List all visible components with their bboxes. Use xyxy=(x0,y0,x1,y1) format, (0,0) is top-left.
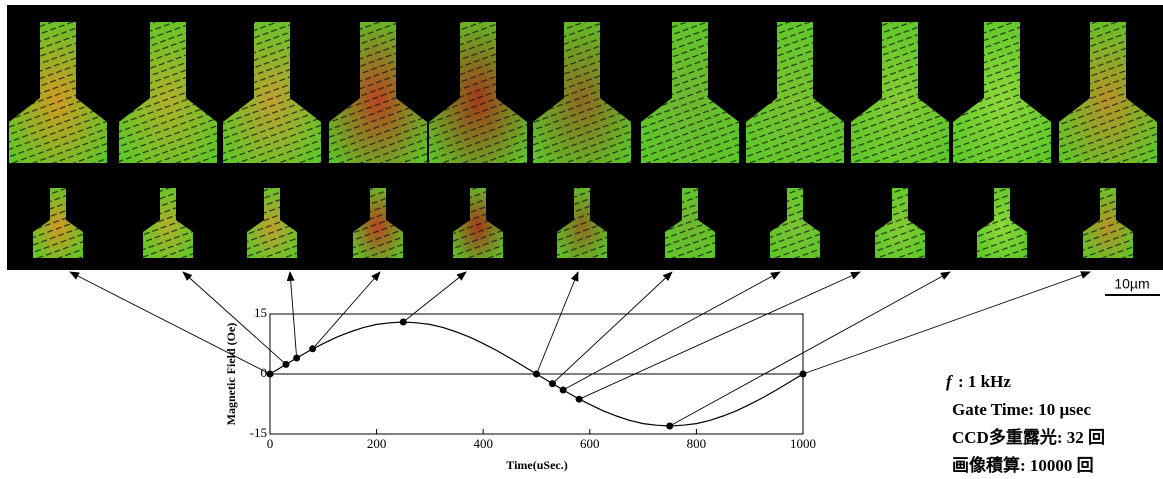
data-point xyxy=(666,422,674,430)
magnetization-texture xyxy=(851,22,949,163)
arrow xyxy=(69,271,271,375)
magnetization-texture xyxy=(1083,188,1133,258)
magnetization-texture xyxy=(223,22,321,163)
data-point xyxy=(399,318,407,326)
magnetization-texture xyxy=(1059,22,1157,163)
x-tick-label: 400 xyxy=(473,436,493,451)
magnetization-texture xyxy=(143,188,193,258)
arrow xyxy=(182,271,287,365)
arrow xyxy=(536,271,579,375)
arrow xyxy=(552,271,673,384)
x-tick-label: 800 xyxy=(687,436,707,451)
y-tick-label: 15 xyxy=(254,305,267,320)
magnetization-texture xyxy=(533,22,631,163)
f-value: : 1 kHz xyxy=(958,372,1011,391)
magnetization-texture xyxy=(353,188,403,258)
magnetization-texture xyxy=(247,188,297,258)
arrow xyxy=(562,271,781,391)
data-point xyxy=(293,354,301,362)
ccd: CCD多重露光: 32 回 xyxy=(952,427,1105,447)
magnetization-texture xyxy=(746,22,844,163)
y-axis-label: Magnetic Field (Oe) xyxy=(224,323,238,426)
magnetization-texture xyxy=(770,188,820,258)
magnetization-texture xyxy=(453,188,503,258)
data-point xyxy=(799,370,807,378)
magnetization-texture xyxy=(329,22,427,163)
data-point xyxy=(266,370,274,378)
y-tick-label: 0 xyxy=(261,365,268,380)
x-tick-label: 0 xyxy=(267,436,274,451)
data-point xyxy=(309,345,317,353)
data-point xyxy=(575,395,583,403)
gate-time: Gate Time: 10 µsec xyxy=(952,400,1091,419)
x-axis-label: Time(uSec.) xyxy=(506,458,567,472)
x-tick-label: 600 xyxy=(580,436,600,451)
magnetization-texture xyxy=(9,22,107,163)
data-point xyxy=(282,360,290,368)
magnetization-texture xyxy=(953,22,1051,163)
arrow xyxy=(578,271,861,400)
data-point xyxy=(533,370,540,378)
magnetization-texture xyxy=(665,188,715,258)
magnetization-texture xyxy=(557,188,607,258)
integration: 画像積算: 10000 回 xyxy=(952,455,1094,475)
magnetization-texture xyxy=(119,22,217,163)
arrow xyxy=(802,271,1091,375)
magnetization-texture xyxy=(429,22,527,163)
magnetization-texture xyxy=(875,188,925,258)
magnetization-texture xyxy=(641,22,739,163)
magnetization-texture xyxy=(33,188,83,258)
f-symbol: f xyxy=(946,372,954,391)
x-tick-label: 1000 xyxy=(790,436,816,451)
data-point xyxy=(559,386,567,394)
x-tick-label: 200 xyxy=(367,436,387,451)
scale-label: 10µm xyxy=(1114,276,1149,292)
arrow xyxy=(312,271,381,350)
arrow xyxy=(669,271,951,427)
arrow xyxy=(286,271,298,359)
arrow xyxy=(402,271,467,323)
magnetization-texture xyxy=(977,188,1027,258)
data-point xyxy=(548,380,556,388)
y-tick-label: -15 xyxy=(250,425,267,440)
